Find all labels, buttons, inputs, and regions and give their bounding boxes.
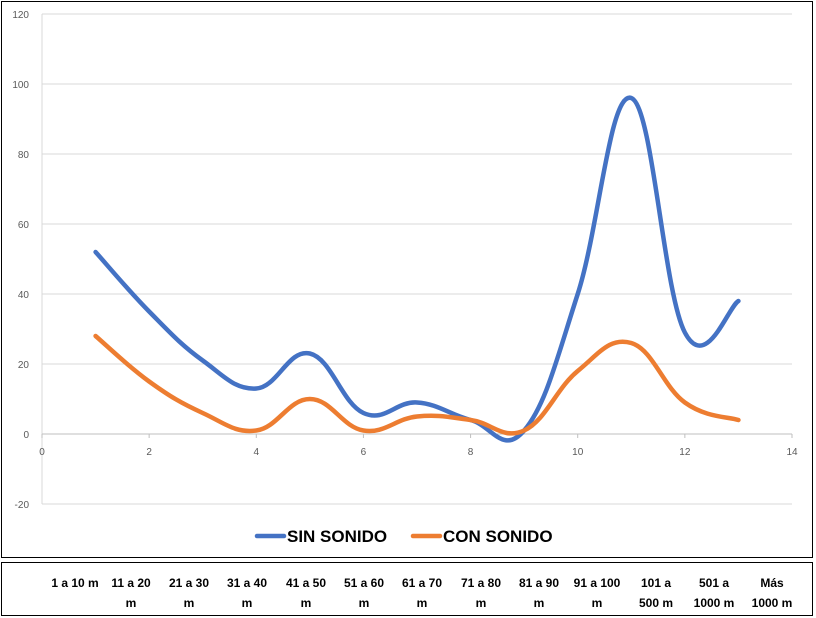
- category-label-line-2: 1000 m: [751, 596, 793, 610]
- series-1-point-13: [737, 300, 739, 302]
- x-tick-label: 0: [39, 447, 45, 458]
- category-label-line-1: 501 a: [698, 576, 730, 590]
- category-label-line-2: m: [183, 596, 195, 610]
- x-tick-label: 6: [361, 447, 367, 458]
- series-1-point-10: [577, 293, 579, 295]
- y-tick-label: 0: [23, 430, 29, 441]
- x-tick-label: 12: [679, 447, 691, 458]
- tick-labels: -20 0 20 40 60 80 100 120 0 2 4 6 8 10 12 14: [12, 10, 798, 511]
- legend-label-1: SIN SONIDO: [287, 527, 387, 546]
- category-label-line-2: m: [416, 596, 428, 610]
- y-tick-label: 20: [18, 360, 30, 371]
- category-label-line-2: 500 m: [638, 596, 674, 610]
- series-1-point-1: [95, 251, 97, 253]
- category-label-4: 31 a 40 m: [218, 573, 276, 613]
- line-chart: -20 0 20 40 60 80 100 120 0 2 4 6 8 10 12 14 SIN SONIDO…: [12, 10, 798, 546]
- series-1-point-4: [255, 388, 257, 389]
- category-label-line-2: m: [300, 596, 312, 610]
- series-2-point-13: [737, 419, 739, 421]
- category-label-6: 51 a 60 m: [335, 573, 393, 613]
- series-1-point-3: [202, 360, 204, 361]
- series-2-point-3: [202, 412, 204, 414]
- series-2-point-10: [577, 370, 579, 372]
- category-label-line-1: 1 a 10 m: [51, 576, 99, 590]
- category-label-line-1: 91 a 100: [573, 576, 621, 590]
- legend-label-2: CON SONIDO: [443, 527, 553, 546]
- category-label-line-2: m: [241, 596, 253, 610]
- category-label-5: 41 a 50 m: [277, 573, 335, 613]
- y-tick-label: -20: [15, 500, 30, 511]
- category-label-line-1: 81 a 90: [518, 576, 560, 590]
- category-label-1: 1 a 10 m: [46, 573, 104, 593]
- x-tick-label: 10: [572, 447, 584, 458]
- category-label-10: 91 a 100 m: [568, 573, 626, 613]
- x-tick-label: 2: [146, 447, 152, 458]
- gridlines: [42, 13, 792, 505]
- series-1-point-7: [416, 402, 418, 403]
- x-tick-label: 4: [254, 447, 260, 458]
- category-label-3: 21 a 30 m: [160, 573, 218, 613]
- category-label-9: 81 a 90 m: [510, 573, 568, 613]
- series-line-1: [93, 95, 741, 443]
- category-label-line-1: 21 a 30: [168, 576, 210, 590]
- chart-frame: [1, 1, 813, 558]
- series-2-point-8: [470, 419, 472, 421]
- series-1-point-11: [630, 97, 632, 99]
- category-label-line-2: m: [475, 596, 487, 610]
- category-label-line-1: 101 a: [640, 576, 672, 590]
- category-label-7: 61 a 70 m: [393, 573, 451, 613]
- category-label-line-2: m: [591, 596, 603, 610]
- category-label-line-1: 51 a 60: [343, 576, 385, 590]
- x-tick-label: 14: [786, 447, 798, 458]
- category-label-line-1: 61 a 70: [401, 576, 443, 590]
- series-2-point-7: [416, 416, 418, 417]
- category-label-line-2: m: [533, 596, 545, 610]
- axes: [41, 14, 793, 504]
- series-1-point-5: [309, 353, 311, 354]
- y-tick-label: 120: [12, 10, 29, 21]
- series-1-point-6: [362, 412, 364, 414]
- series-2-point-11: [630, 342, 632, 344]
- y-tick-label: 100: [12, 80, 29, 91]
- category-label-8: 71 a 80 m: [452, 573, 510, 613]
- category-label-line-2: 1000 m: [693, 596, 735, 610]
- y-tick-label: 60: [18, 220, 30, 231]
- series-2-point-9: [523, 430, 525, 431]
- series-1-point-12: [684, 332, 686, 333]
- series-2-point-4: [255, 430, 257, 431]
- category-label-12: 501 a 1000 m: [685, 573, 743, 613]
- x-tick-label: 8: [468, 447, 474, 458]
- category-label-line-1: Más: [760, 576, 784, 590]
- category-label-line-1: 11 a 20: [111, 576, 151, 590]
- series-2-point-12: [684, 402, 686, 403]
- category-label-13: Más 1000 m: [743, 573, 801, 613]
- category-label-line-1: 41 a 50: [285, 576, 327, 590]
- category-label-line-2: m: [125, 596, 137, 610]
- series-2-point-2: [148, 381, 150, 382]
- series-lines: [93, 95, 741, 443]
- series-2-point-5: [309, 398, 311, 400]
- y-tick-label: 80: [18, 150, 30, 161]
- legend: SIN SONIDO CON SONIDO: [254, 527, 553, 546]
- category-label-2: 11 a 20 m: [102, 573, 160, 613]
- category-label-line-1: 31 a 40: [226, 576, 268, 590]
- category-label-line-1: 71 a 80: [460, 576, 502, 590]
- series-1-point-2: [148, 311, 150, 312]
- series-2-point-6: [362, 430, 364, 431]
- category-label-table: 1 a 10 m 11 a 20 m 21 a 30 m 31 a 40 m 41 a 50 m…: [1, 562, 813, 616]
- category-label-line-2: m: [358, 596, 370, 610]
- series-2-point-1: [95, 335, 97, 337]
- y-tick-label: 40: [18, 290, 30, 301]
- category-label-11: 101 a 500 m: [627, 573, 685, 613]
